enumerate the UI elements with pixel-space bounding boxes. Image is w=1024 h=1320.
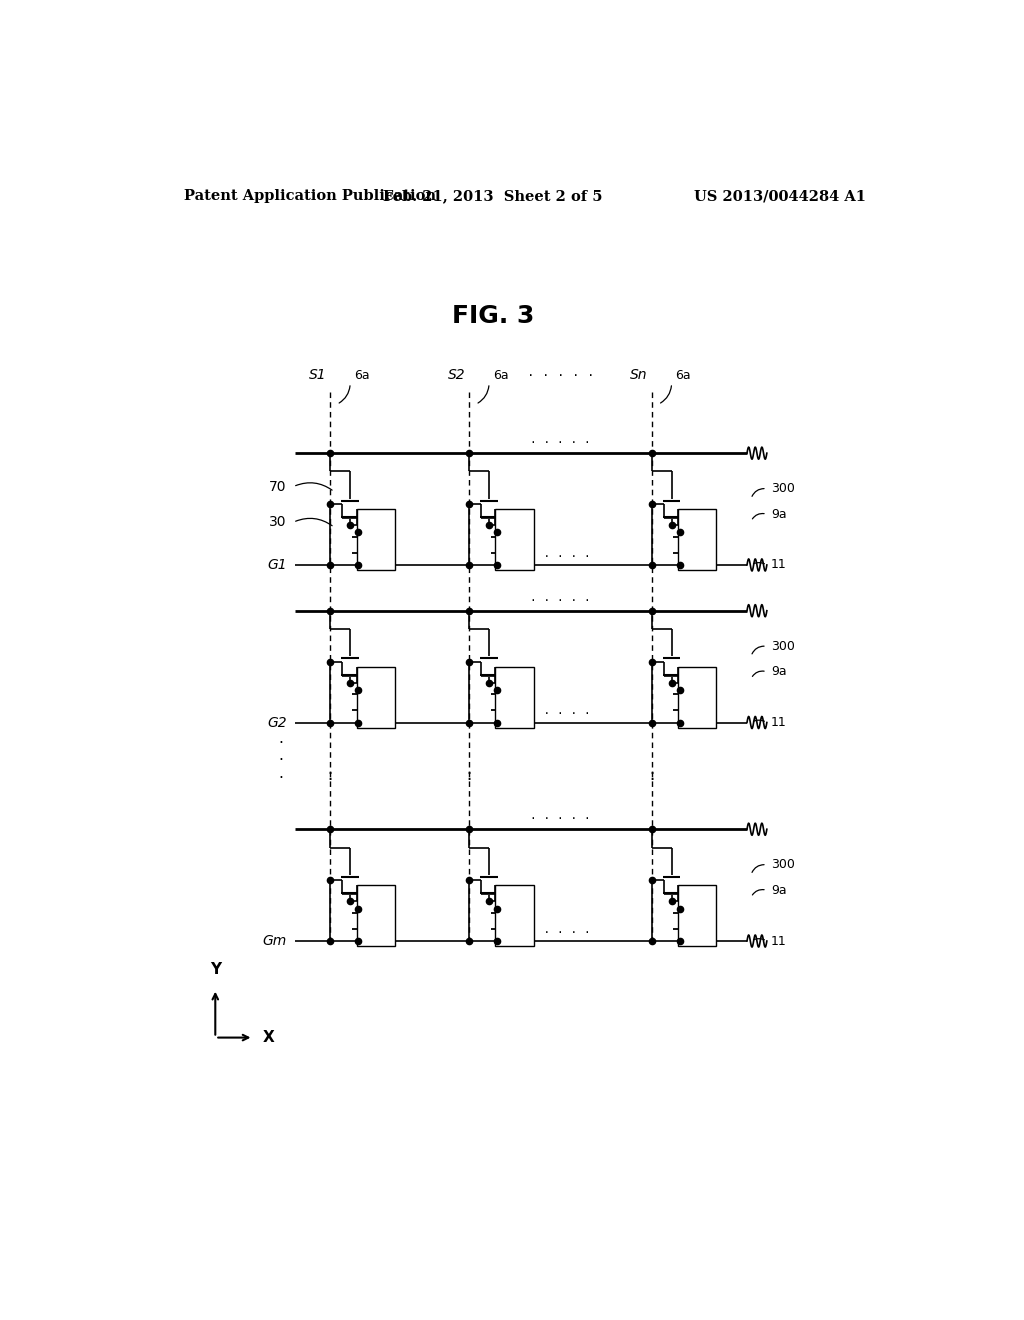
Text: Y: Y [210,961,221,977]
Text: US 2013/0044284 A1: US 2013/0044284 A1 [694,189,866,203]
Bar [356,667,394,727]
Text: X: X [263,1030,274,1045]
Text: · · · · ·: · · · · · [530,438,591,447]
Text: Patent Application Publication: Patent Application Publication [183,189,435,203]
Text: ·
·
·: · · · [278,735,283,785]
Text: · · · · ·: · · · · · [526,370,594,381]
Text: 6a: 6a [494,370,509,381]
Text: 70: 70 [269,479,287,494]
Text: · · · · ·: · · · · · [530,928,591,939]
Bar [356,510,394,570]
Text: · · · · ·: · · · · · [530,552,591,562]
Text: S1: S1 [309,368,327,381]
Bar [496,886,534,946]
Text: 6a: 6a [676,370,691,381]
Bar [496,667,534,727]
Text: G2: G2 [267,715,287,730]
Text: 9a: 9a [771,883,786,896]
Text: 11: 11 [771,935,786,948]
Text: 300: 300 [771,858,795,871]
Text: :: : [465,768,474,783]
Bar [496,510,534,570]
Bar [356,886,394,946]
Bar [678,886,716,946]
Text: 30: 30 [269,515,287,529]
Text: :: : [326,768,335,783]
Text: FIG. 3: FIG. 3 [452,304,535,327]
Text: S2: S2 [447,368,465,381]
Text: · · · · ·: · · · · · [530,595,591,606]
Text: 300: 300 [771,640,795,653]
Text: Sn: Sn [631,368,648,381]
Text: · · · · ·: · · · · · [530,814,591,824]
Bar [678,510,716,570]
Text: 11: 11 [771,558,786,572]
Text: · · · · ·: · · · · · [530,709,591,719]
Text: 9a: 9a [771,508,786,520]
Text: Gm: Gm [262,935,287,948]
Text: G1: G1 [267,558,287,572]
Text: 11: 11 [771,715,786,729]
Text: 300: 300 [771,482,795,495]
Text: Feb. 21, 2013  Sheet 2 of 5: Feb. 21, 2013 Sheet 2 of 5 [383,189,603,203]
Text: 6a: 6a [354,370,370,381]
Text: :: : [647,768,656,783]
Text: 9a: 9a [771,665,786,678]
Bar [678,667,716,727]
